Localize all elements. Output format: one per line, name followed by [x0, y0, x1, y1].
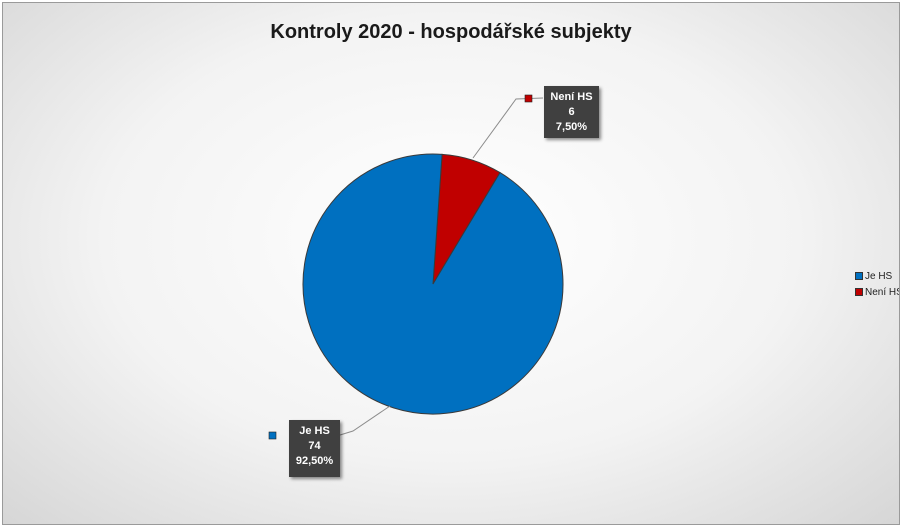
legend: Je HS Není HS	[855, 268, 900, 300]
data-label-name-je-hs: Je HS	[299, 425, 330, 437]
pie-slice-je-hs	[302, 153, 564, 415]
data-label-value-neni-hs: 6	[568, 106, 574, 118]
data-label-percent-neni-hs: 7,50%	[556, 121, 587, 133]
chart-title: Kontroly 2020 - hospodářské subjekty	[270, 21, 632, 43]
leader-line-je-hs	[339, 405, 391, 436]
data-label-value-je-hs: 74	[308, 440, 321, 452]
data-label-key-neni-hs	[524, 94, 533, 103]
legend-item-je-hs: Je HS	[855, 268, 899, 284]
leader-line-neni-hs	[472, 97, 544, 159]
legend-label-neni-hs: Není HS	[865, 286, 900, 298]
legend-label-je-hs: Je HS	[865, 270, 893, 282]
data-label-box-je-hs	[289, 420, 340, 477]
pie-chart: Je HS 74 92,50% Není HS 6 7,50%	[268, 86, 599, 477]
data-label-box-neni-hs	[544, 86, 599, 138]
data-label-key-je-hs	[268, 431, 277, 440]
legend-swatch-je-hs	[855, 272, 863, 280]
legend-swatch-neni-hs	[855, 288, 863, 296]
legend-item-neni-hs: Není HS	[855, 284, 900, 300]
data-label-name-neni-hs: Není HS	[550, 91, 592, 103]
data-label-percent-je-hs: 92,50%	[296, 455, 334, 467]
